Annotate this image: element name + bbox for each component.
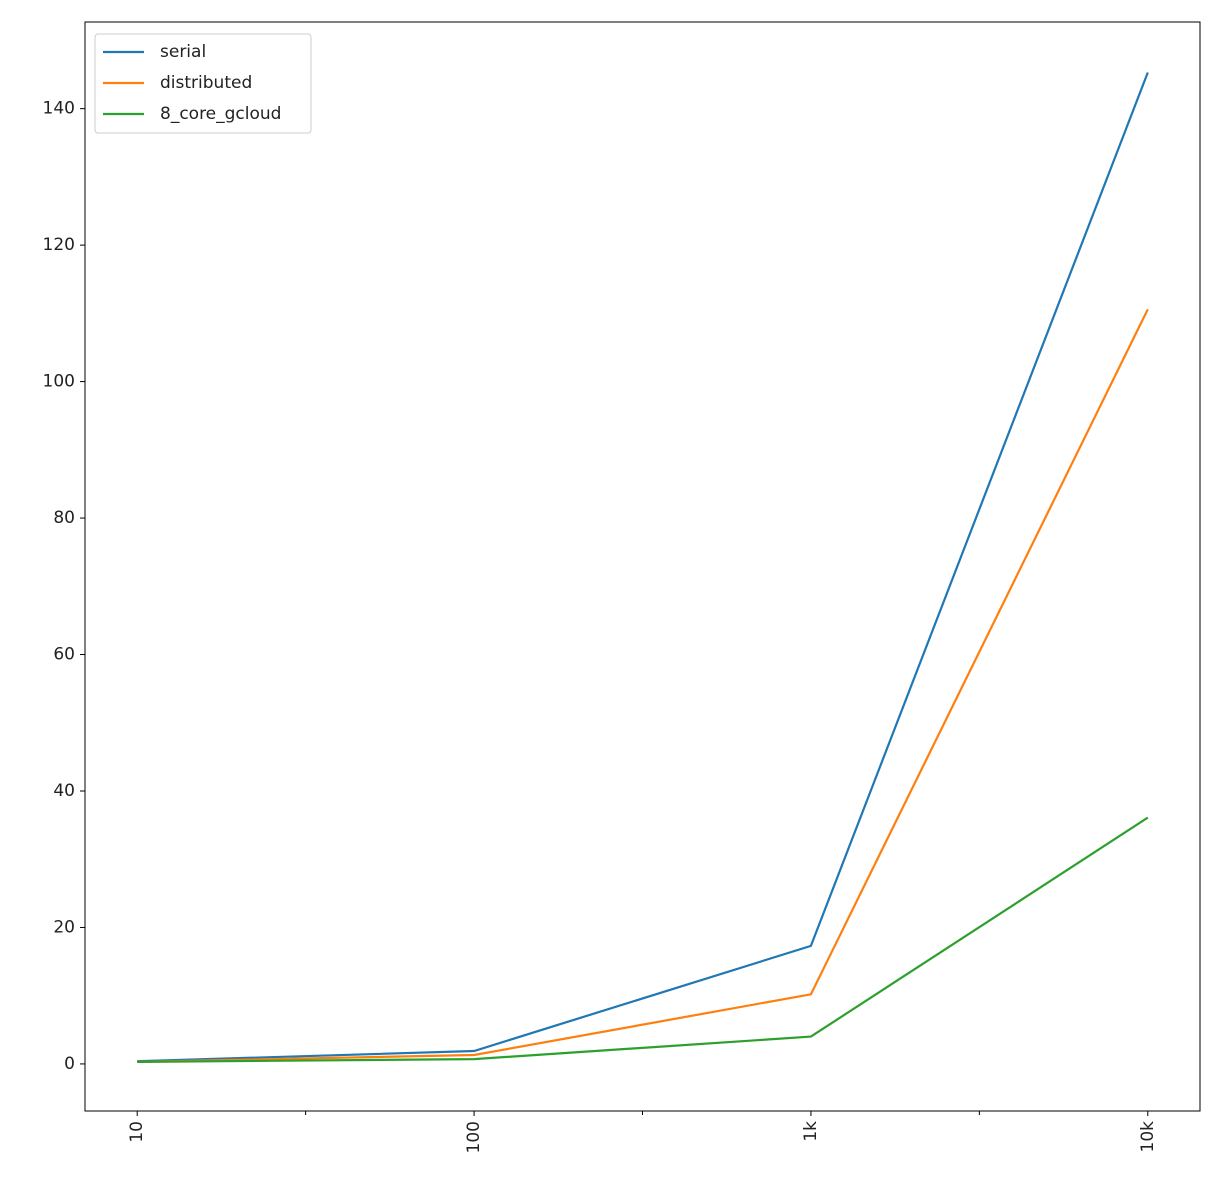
series-line xyxy=(137,72,1149,1063)
y-tick-label: 80 xyxy=(53,508,75,528)
x-tick-label: 10 xyxy=(127,1121,147,1143)
y-tick-label: 100 xyxy=(43,372,75,392)
legend-label: serial xyxy=(160,42,206,62)
legend-label: distributed xyxy=(160,73,252,93)
legend-label: 8_core_gcloud xyxy=(160,104,281,124)
series-line xyxy=(137,816,1149,1063)
x-tick-label: 100 xyxy=(464,1121,484,1153)
y-tick-label: 20 xyxy=(53,917,75,937)
y-tick-label: 0 xyxy=(64,1054,75,1074)
y-tick-label: 40 xyxy=(53,781,75,801)
x-tick-label: 1k xyxy=(801,1121,821,1142)
y-tick-label: 60 xyxy=(53,645,75,665)
legend-box xyxy=(94,33,312,134)
y-tick-label: 120 xyxy=(43,235,75,255)
legend: serial distributed 8_core_gcloud xyxy=(94,33,312,134)
x-tick-label: 10k xyxy=(1138,1121,1158,1153)
plot-frame xyxy=(84,21,1201,1112)
series-line xyxy=(137,308,1149,1063)
y-tick-label: 140 xyxy=(43,99,75,119)
